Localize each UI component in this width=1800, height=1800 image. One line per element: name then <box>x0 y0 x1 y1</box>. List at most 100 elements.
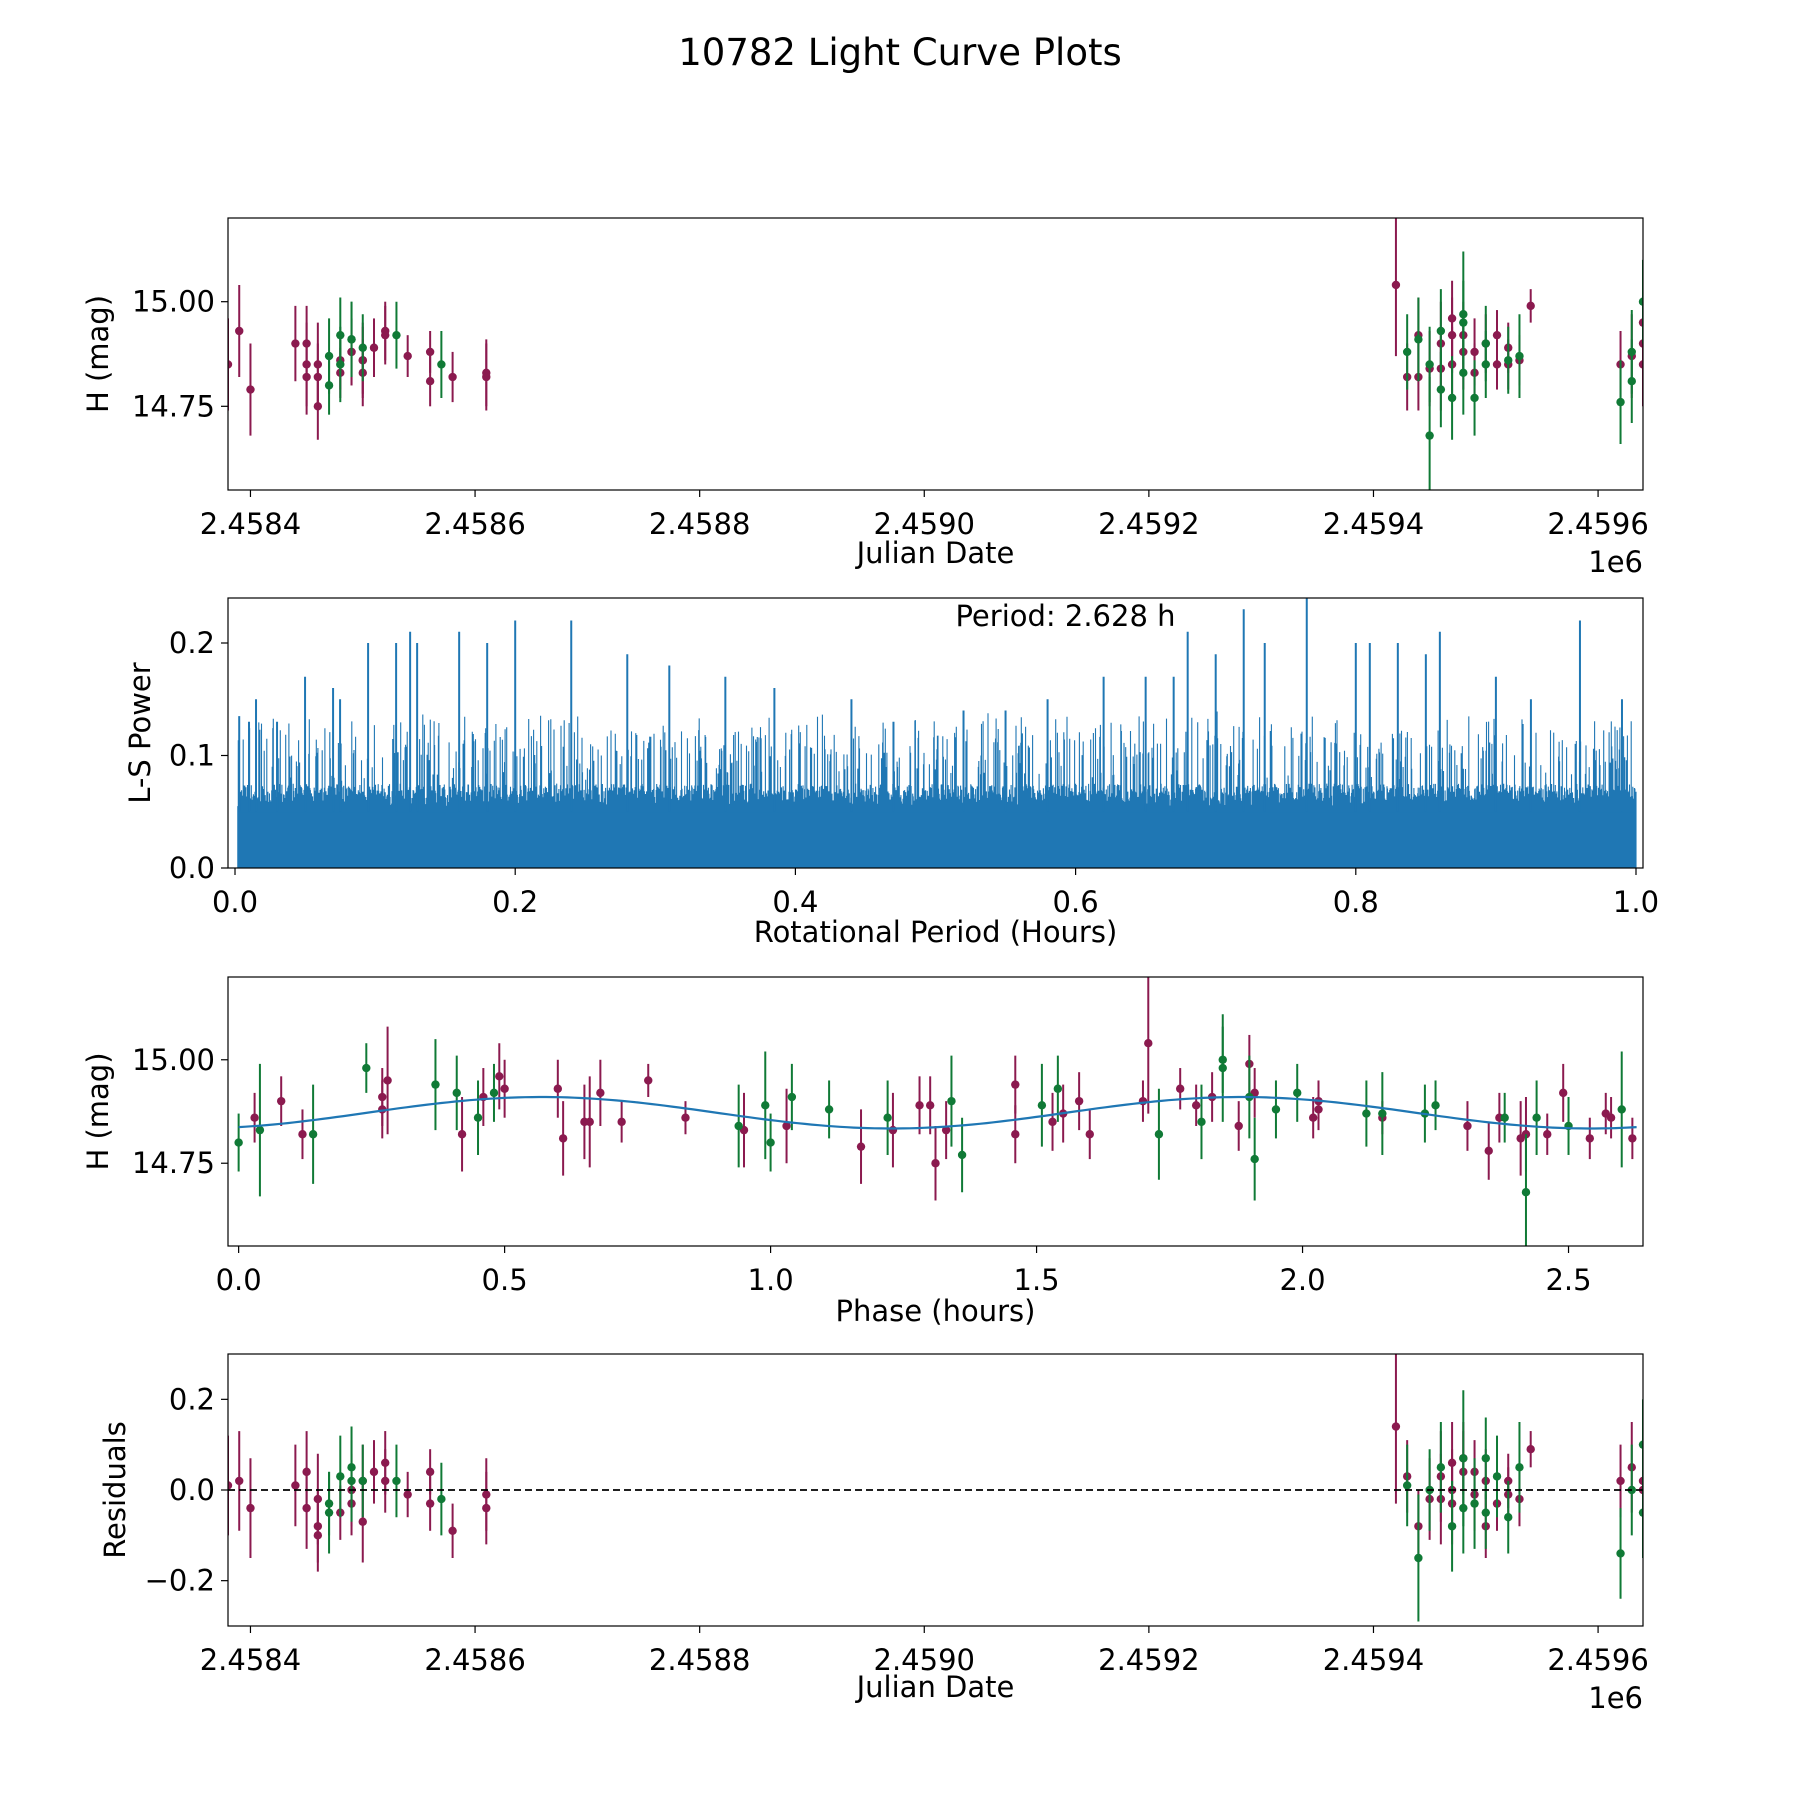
residuals-ytick-label: 0.2 <box>169 1382 215 1416</box>
phased-xlabel: Phase (hours) <box>836 1294 1036 1328</box>
phased-series-group <box>234 977 1637 1246</box>
phased-point <box>1250 1154 1259 1164</box>
periodogram-xtick-label: 0.6 <box>1053 885 1099 919</box>
lightcurve-point <box>291 339 300 348</box>
phased-point <box>1293 1088 1302 1098</box>
phased-point <box>431 1080 440 1089</box>
phased-point <box>1628 1134 1637 1143</box>
periodogram-ytick-label: 0.0 <box>169 851 215 885</box>
residuals-point <box>246 1503 255 1513</box>
residuals-point <box>392 1476 401 1486</box>
phased-point <box>1191 1101 1201 1110</box>
lightcurve-xtick-label: 2.4590 <box>874 507 975 541</box>
residuals-point <box>1492 1472 1502 1481</box>
lightcurve-point <box>1414 335 1423 344</box>
phased-point <box>644 1076 653 1085</box>
residuals-xtick-label: 2.4594 <box>1323 1643 1424 1677</box>
lightcurve-point <box>392 330 401 340</box>
lightcurve-filter-red <box>228 218 1643 440</box>
phased-point <box>1037 1101 1047 1110</box>
periodogram-xtick-label: 0.8 <box>1333 885 1379 919</box>
periodogram-xtick-label: 0.4 <box>772 885 818 919</box>
residuals-frame <box>227 1353 1644 1627</box>
lightcurve-point <box>313 372 323 382</box>
periodogram-power-fill <box>237 812 1636 868</box>
phased-point <box>1144 1039 1153 1048</box>
lightcurve-point <box>1402 347 1412 357</box>
residuals-xtick-label: 2.4584 <box>200 1643 301 1677</box>
phased-point <box>915 1101 924 1110</box>
lightcurve-point <box>381 330 390 340</box>
residuals-ytick-label: −0.2 <box>145 1564 215 1598</box>
residuals-point <box>302 1503 311 1513</box>
phased-point <box>787 1092 797 1102</box>
lightcurve-point <box>1459 318 1468 327</box>
phased-point <box>585 1117 594 1127</box>
phased-ytick-label: 15.00 <box>132 1043 215 1077</box>
periodogram-frame <box>227 597 1644 869</box>
residuals-filter-red <box>228 1354 1643 1572</box>
phased-point <box>276 1096 286 1106</box>
phased-point <box>1378 1109 1387 1118</box>
phased-point <box>824 1105 834 1114</box>
residuals-point <box>1504 1513 1513 1522</box>
residuals-point <box>313 1522 323 1531</box>
phased-point <box>1011 1130 1020 1139</box>
periodogram-annotation: Period: 2.628 h <box>955 599 1175 633</box>
lightcurve-point <box>1638 360 1643 369</box>
phased-point <box>1011 1080 1020 1089</box>
phased-point <box>925 1101 935 1110</box>
residuals-xtick-label: 2.4590 <box>874 1643 975 1677</box>
residuals-point <box>425 1499 435 1508</box>
phased-point <box>1085 1130 1094 1139</box>
residuals-point <box>1638 1476 1643 1486</box>
phased-point <box>957 1150 967 1160</box>
lightcurve-point <box>1425 360 1434 369</box>
phased-point <box>553 1084 563 1093</box>
lightcurve-point <box>246 385 255 394</box>
lightcurve-point <box>1492 360 1502 369</box>
phased-point <box>1271 1105 1281 1114</box>
residuals-ylabel: Residuals <box>98 1421 132 1559</box>
lightcurve-point <box>425 347 435 357</box>
phased-point <box>734 1121 743 1131</box>
phased-point <box>681 1113 690 1122</box>
lightcurve-point <box>324 351 334 361</box>
phased-point <box>1532 1113 1541 1122</box>
lightcurve-ytick-label: 14.75 <box>132 389 215 423</box>
phased-point <box>1218 1063 1227 1073</box>
phased-point <box>255 1125 265 1135</box>
lightcurve-xtick-label: 2.4584 <box>200 507 301 541</box>
lightcurve-point <box>1481 339 1490 348</box>
lightcurve-xtick-label: 2.4588 <box>649 507 750 541</box>
residuals-point <box>1436 1463 1446 1472</box>
lightcurve-point <box>1436 326 1446 336</box>
lightcurve-point <box>1526 301 1535 311</box>
phased-point <box>1048 1117 1057 1127</box>
lightcurve-ylabel: H (mag) <box>81 295 115 413</box>
phased-point <box>500 1084 509 1093</box>
phased-point <box>761 1101 770 1110</box>
phased-point <box>1053 1084 1063 1093</box>
periodogram-ytick-label: 0.1 <box>169 739 215 773</box>
periodogram-xtick-label: 0.2 <box>492 885 538 919</box>
lightcurve-point <box>369 343 379 352</box>
lightcurve-point <box>1638 318 1643 327</box>
residuals-point <box>1481 1508 1490 1517</box>
phased-point <box>234 1138 243 1147</box>
phased-model-curve <box>238 1095 1637 1130</box>
periodogram-xtick-label: 0.0 <box>212 885 258 919</box>
phased-point <box>457 1130 467 1139</box>
phased-ytick-label: 14.75 <box>132 1146 215 1180</box>
residuals-point <box>1515 1463 1524 1472</box>
residuals-point <box>1638 1440 1643 1449</box>
residuals-series-group <box>228 1354 1643 1622</box>
lightcurve-point <box>1515 351 1524 361</box>
phased-point <box>1308 1113 1318 1122</box>
phased-point <box>1431 1101 1440 1110</box>
phased-point <box>596 1088 605 1098</box>
phased-point <box>1543 1130 1552 1139</box>
lightcurve-xlabel: Julian Date <box>855 536 1015 570</box>
phased-filter-green <box>234 1014 1626 1246</box>
phased-point <box>489 1088 499 1098</box>
